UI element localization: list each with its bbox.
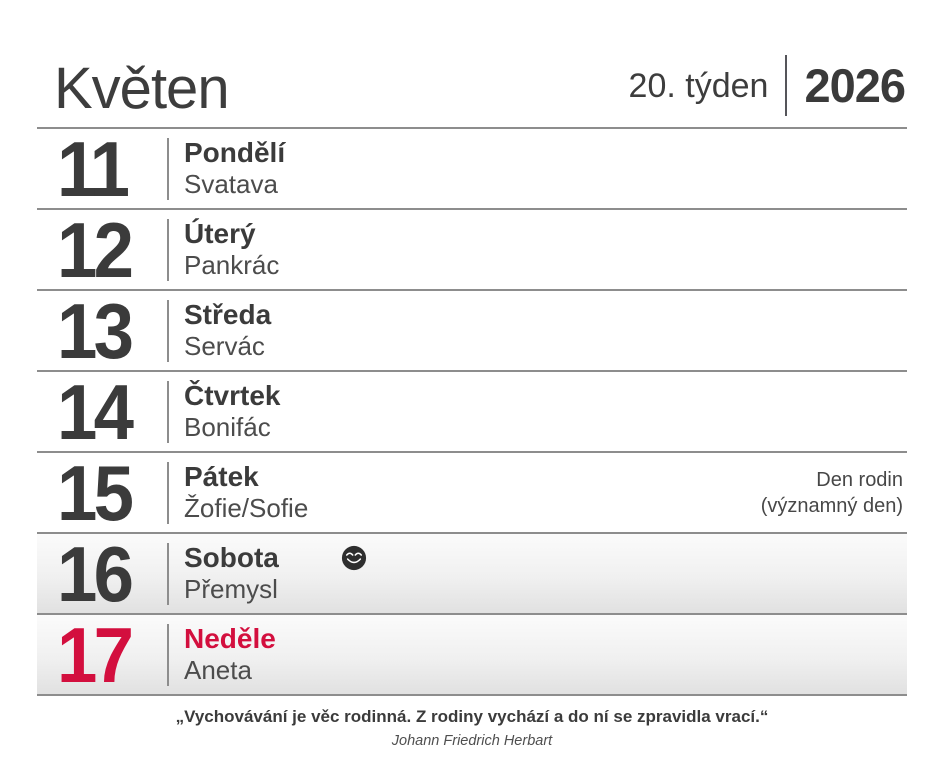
- day-number: 11: [57, 124, 130, 213]
- day-number-cell: 17: [37, 615, 167, 694]
- day-row: 12 Úterý Pankrác: [37, 210, 907, 291]
- month-title: Květen: [54, 56, 230, 121]
- holiday-note: Den rodin (významný den): [761, 467, 907, 519]
- day-name-row: Pondělí: [184, 137, 286, 168]
- new-moon-face-icon: [341, 545, 367, 571]
- day-name: Pondělí: [184, 137, 286, 168]
- nameday-name: Svatava: [184, 169, 278, 200]
- day-texts: Středa Servác: [169, 291, 271, 370]
- nameday-name: Servác: [184, 331, 265, 362]
- nameday-name: Aneta: [184, 655, 252, 686]
- days-list: 11 Pondělí Svatava 12 Úterý Pa: [37, 127, 907, 696]
- holiday-note-line: Den rodin: [816, 468, 903, 491]
- day-name: Sobota: [184, 542, 279, 573]
- day-number-cell: 12: [37, 210, 167, 289]
- header-right-group: 20. týden 2026: [628, 55, 906, 118]
- day-texts: Čtvrtek Bonifác: [169, 372, 280, 451]
- week-number: 20. týden: [628, 66, 769, 105]
- day-number-cell: 15: [37, 453, 167, 532]
- day-number-cell: 13: [37, 291, 167, 370]
- day-number: 14: [57, 367, 134, 456]
- day-name-row: Pátek: [184, 461, 308, 492]
- day-row: 17 Neděle Aneta: [37, 615, 907, 696]
- day-number: 13: [57, 286, 134, 375]
- nameday-name: Bonifác: [184, 412, 271, 443]
- nameday-name: Žofie/Sofie: [184, 493, 309, 524]
- day-name: Neděle: [184, 623, 276, 654]
- day-number: 12: [57, 205, 134, 294]
- day-divider: [167, 299, 169, 362]
- day-texts: Neděle Aneta: [169, 615, 276, 694]
- day-name-row: Středa: [184, 299, 272, 330]
- day-divider: [167, 380, 169, 443]
- day-row: 15 Pátek Žofie/Sofie Den rodin (významný …: [37, 453, 907, 534]
- header-divider: [785, 55, 788, 116]
- day-texts: Sobota Přemysl: [169, 534, 367, 613]
- year-label: 2026: [804, 59, 906, 112]
- day-divider: [167, 623, 169, 686]
- day-name: Středa: [184, 299, 272, 330]
- day-texts: Úterý Pankrác: [169, 210, 279, 289]
- day-name: Pátek: [184, 461, 259, 492]
- day-row: 11 Pondělí Svatava: [37, 129, 907, 210]
- day-number-cell: 11: [37, 129, 167, 208]
- day-divider: [167, 461, 169, 524]
- day-divider: [167, 218, 169, 281]
- nameday-name: Pankrác: [184, 250, 280, 281]
- day-name-row: Čtvrtek: [184, 380, 281, 411]
- day-row: 13 Středa Servác: [37, 291, 907, 372]
- day-name: Úterý: [184, 218, 256, 249]
- quote-author: Johann Friedrich Herbart: [391, 733, 553, 750]
- day-number: 17: [57, 610, 134, 699]
- day-name-row: Sobota: [184, 543, 367, 572]
- quote-text: „Vychovávání je věc rodinná. Z rodiny vy…: [175, 707, 769, 726]
- day-texts: Pátek Žofie/Sofie: [169, 453, 308, 532]
- day-name-row: Úterý: [184, 218, 279, 249]
- day-number: 16: [57, 529, 134, 618]
- day-number-cell: 14: [37, 372, 167, 451]
- nameday-name: Přemysl: [184, 574, 278, 605]
- day-texts: Pondělí Svatava: [169, 129, 285, 208]
- day-number: 15: [57, 448, 134, 537]
- day-row: 16 Sobota Přemysl: [37, 534, 907, 615]
- day-name-row: Neděle: [184, 623, 276, 654]
- day-name: Čtvrtek: [184, 380, 281, 411]
- holiday-note-line: (významný den): [760, 494, 903, 517]
- day-divider: [167, 137, 169, 200]
- quote-footer: „Vychovávání je věc rodinná. Z rodiny vy…: [37, 696, 907, 749]
- day-divider: [167, 542, 169, 605]
- day-row: 14 Čtvrtek Bonifác: [37, 372, 907, 453]
- day-number-cell: 16: [37, 534, 167, 613]
- calendar-header: Květen 20. týden 2026: [37, 0, 907, 127]
